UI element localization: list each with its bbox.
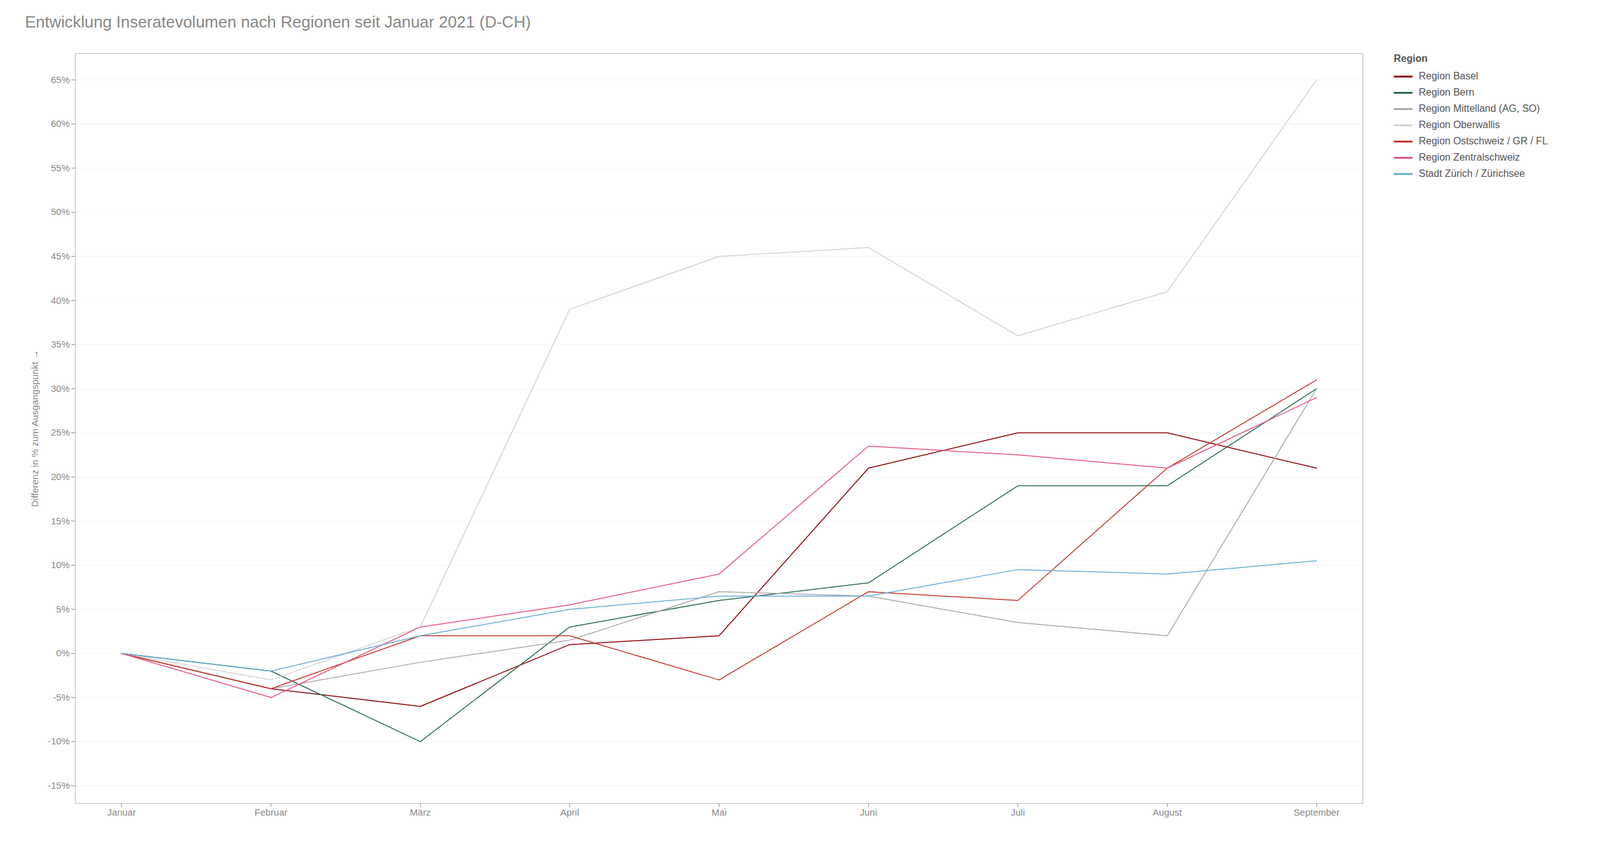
svg-text:-15%: -15% <box>47 780 70 791</box>
svg-text:April: April <box>560 806 579 818</box>
svg-text:45%: 45% <box>50 250 70 262</box>
html-text:Region Ostschweiz / GR / FL: Region Ostschweiz / GR / FL <box>1418 135 1548 147</box>
svg-text:15%: 15% <box>50 515 70 527</box>
svg-text:September: September <box>1293 806 1340 818</box>
html-text:Entwicklung Inseratevolumen na: Entwicklung Inseratevolumen nach Regione… <box>25 12 531 32</box>
svg-text:-10%: -10% <box>47 735 70 747</box>
svg-text:40%: 40% <box>50 295 70 306</box>
svg-text:20%: 20% <box>50 471 70 482</box>
html-text:Region Mittelland (AG, SO): Region Mittelland (AG, SO) <box>1418 103 1540 114</box>
svg-text:50%: 50% <box>50 206 70 217</box>
svg-text:60%: 60% <box>50 118 70 129</box>
svg-text:Juli: Juli <box>1010 806 1025 818</box>
svg-text:65%: 65% <box>50 74 70 85</box>
svg-text:0%: 0% <box>56 647 70 659</box>
svg-text:10%: 10% <box>50 559 70 570</box>
svg-text:Januar: Januar <box>107 806 137 818</box>
html-text:Region Zentralschweiz: Region Zentralschweiz <box>1418 151 1520 163</box>
svg-text:Differenz in % zum Ausgangspun: Differenz in % zum Ausgangspunkt → <box>29 350 40 508</box>
html-text:Region Basel: Region Basel <box>1418 70 1479 82</box>
html-text:Region Bern: Region Bern <box>1418 86 1475 98</box>
svg-text:55%: 55% <box>50 162 70 174</box>
html-text:Stadt Zürich / Zürichsee: Stadt Zürich / Zürichsee <box>1418 168 1525 179</box>
svg-text:August: August <box>1152 806 1183 818</box>
html-text:Region: Region <box>1393 53 1428 64</box>
svg-text:März: März <box>410 806 431 818</box>
svg-text:30%: 30% <box>50 383 70 394</box>
svg-text:Mai: Mai <box>711 806 727 818</box>
svg-text:35%: 35% <box>50 338 70 350</box>
svg-text:25%: 25% <box>50 426 70 438</box>
svg-text:-5%: -5% <box>53 691 70 703</box>
svg-text:Februar: Februar <box>254 806 288 818</box>
html-text:Region Oberwallis: Region Oberwallis <box>1418 119 1500 130</box>
svg-text:Juni: Juni <box>860 806 878 818</box>
svg-text:5%: 5% <box>56 603 70 615</box>
